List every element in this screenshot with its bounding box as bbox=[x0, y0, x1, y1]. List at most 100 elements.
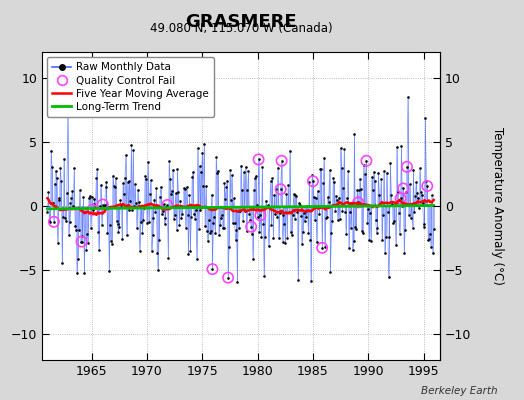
Point bbox=[47, 147, 56, 154]
Point bbox=[426, 230, 434, 237]
Point bbox=[202, 183, 210, 190]
Point bbox=[274, 165, 282, 171]
Point bbox=[217, 212, 226, 218]
Point bbox=[293, 208, 301, 215]
Point bbox=[296, 202, 304, 208]
Point bbox=[428, 192, 436, 199]
Point bbox=[56, 165, 64, 171]
Point bbox=[227, 197, 235, 203]
Point bbox=[248, 231, 256, 238]
Point bbox=[368, 174, 376, 180]
Point bbox=[249, 256, 257, 262]
Point bbox=[227, 172, 236, 178]
Point bbox=[117, 202, 125, 208]
Point bbox=[181, 186, 189, 192]
Point bbox=[383, 170, 391, 176]
Point bbox=[276, 210, 284, 216]
Point bbox=[194, 226, 203, 232]
Point bbox=[400, 250, 408, 256]
Point bbox=[89, 206, 97, 213]
Point bbox=[48, 164, 56, 170]
Point bbox=[254, 156, 263, 163]
Point bbox=[429, 250, 437, 256]
Point bbox=[152, 184, 160, 191]
Point bbox=[86, 224, 95, 231]
Point bbox=[418, 192, 426, 198]
Point bbox=[178, 211, 186, 218]
Point bbox=[302, 214, 311, 221]
Point bbox=[354, 199, 362, 206]
Point bbox=[247, 224, 255, 230]
Point bbox=[161, 215, 170, 222]
Point bbox=[247, 224, 255, 230]
Point bbox=[395, 210, 403, 217]
Point bbox=[89, 206, 97, 213]
Point bbox=[411, 192, 419, 199]
Point bbox=[185, 192, 193, 198]
Point bbox=[110, 183, 118, 189]
Point bbox=[139, 217, 148, 223]
Point bbox=[197, 169, 205, 176]
Point bbox=[343, 195, 351, 202]
Point bbox=[266, 205, 274, 211]
Point bbox=[340, 146, 348, 152]
Point bbox=[423, 183, 431, 189]
Point bbox=[283, 234, 291, 241]
Point bbox=[75, 187, 84, 194]
Point bbox=[313, 188, 322, 195]
Point bbox=[49, 200, 57, 207]
Point bbox=[403, 94, 412, 100]
Point bbox=[230, 195, 238, 202]
Point bbox=[140, 204, 148, 211]
Point bbox=[309, 178, 317, 184]
Point bbox=[135, 248, 144, 254]
Point bbox=[166, 176, 174, 182]
Point bbox=[222, 184, 231, 190]
Y-axis label: Temperature Anomaly (°C): Temperature Anomaly (°C) bbox=[491, 127, 504, 285]
Point bbox=[282, 191, 290, 198]
Point bbox=[78, 238, 86, 245]
Point bbox=[263, 204, 271, 210]
Point bbox=[275, 234, 283, 241]
Point bbox=[314, 203, 323, 209]
Point bbox=[266, 178, 275, 184]
Point bbox=[78, 238, 86, 245]
Point bbox=[295, 200, 303, 206]
Point bbox=[377, 176, 385, 182]
Point bbox=[96, 202, 104, 209]
Point bbox=[62, 218, 70, 224]
Point bbox=[286, 148, 294, 154]
Point bbox=[235, 225, 243, 232]
Point bbox=[73, 270, 81, 276]
Point bbox=[399, 185, 408, 192]
Point bbox=[384, 209, 392, 216]
Point bbox=[216, 215, 225, 221]
Point bbox=[92, 175, 101, 181]
Point bbox=[268, 175, 277, 181]
Point bbox=[188, 174, 196, 180]
Point bbox=[45, 218, 53, 224]
Point bbox=[284, 182, 292, 188]
Point bbox=[70, 165, 79, 172]
Point bbox=[257, 234, 266, 240]
Point bbox=[195, 163, 204, 170]
Point bbox=[170, 212, 179, 218]
Point bbox=[193, 145, 202, 152]
Point bbox=[392, 144, 401, 150]
Point bbox=[113, 221, 122, 227]
Point bbox=[304, 230, 312, 236]
Point bbox=[123, 232, 131, 238]
Point bbox=[128, 206, 136, 213]
Point bbox=[51, 181, 59, 188]
Point bbox=[277, 158, 286, 164]
Point bbox=[192, 207, 200, 213]
Point bbox=[316, 166, 324, 173]
Point bbox=[205, 230, 214, 236]
Point bbox=[391, 202, 399, 208]
Point bbox=[126, 198, 135, 204]
Point bbox=[317, 166, 325, 173]
Point bbox=[116, 197, 125, 203]
Point bbox=[326, 268, 335, 275]
Point bbox=[339, 208, 347, 214]
Point bbox=[318, 245, 326, 251]
